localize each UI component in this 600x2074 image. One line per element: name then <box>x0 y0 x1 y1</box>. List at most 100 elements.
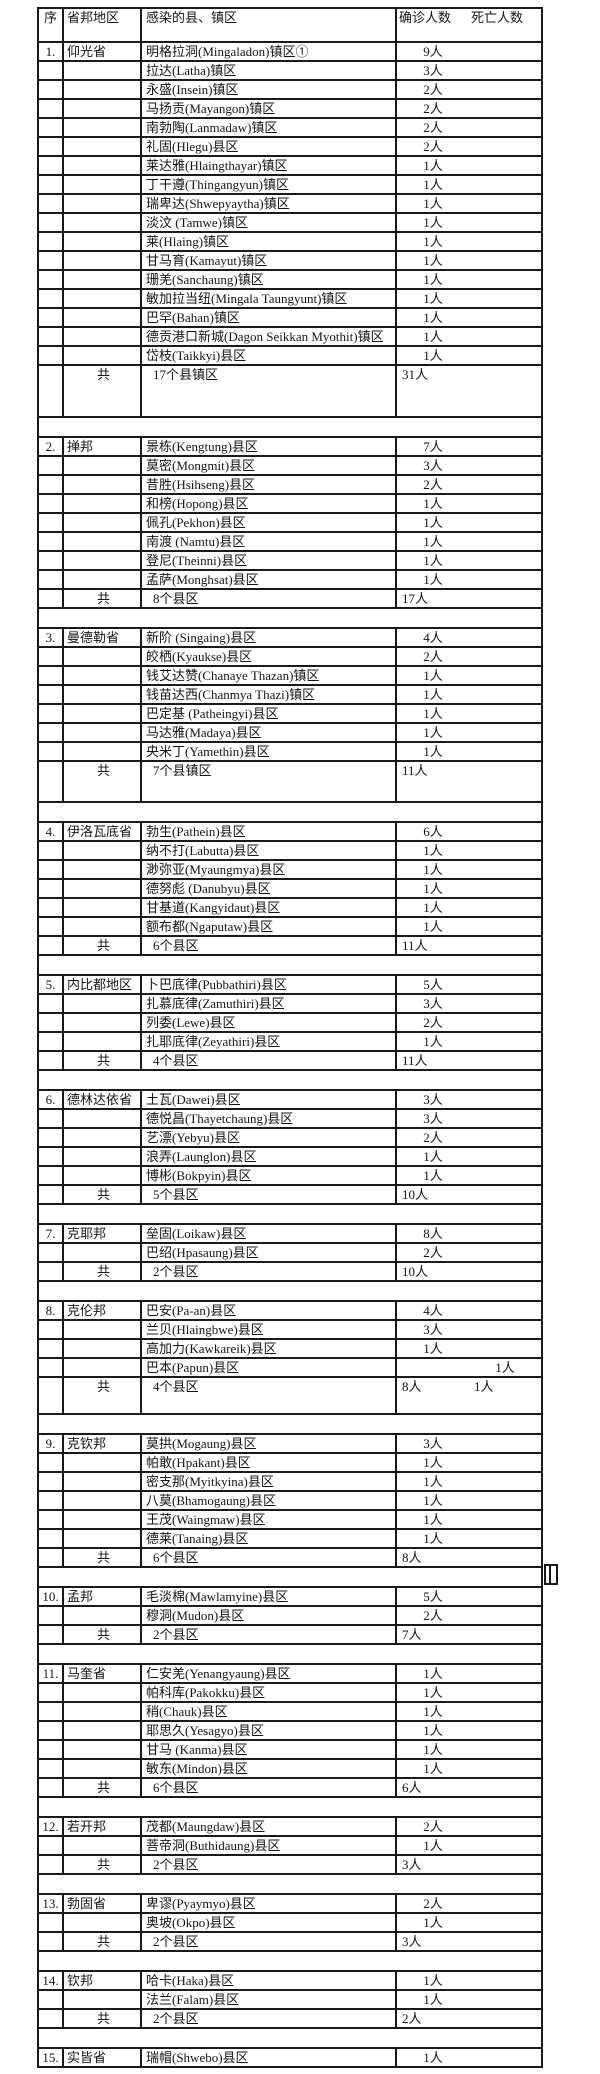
numbers-cell: 2人 <box>395 1127 543 1146</box>
confirmed-value: 1人 <box>423 725 443 740</box>
table-row: 渺弥亚(Myaungmya)县区 1人 <box>37 859 543 878</box>
confirmed-value: 2人 <box>423 1015 443 1030</box>
confirmed-value: 5人 <box>423 1589 443 1604</box>
township-cell: 卑谬(Pyaymyo)县区 <box>140 1893 395 1912</box>
region-cell: 克耶邦 <box>62 1223 140 1242</box>
total-row: 共 8个县区 17人 <box>37 588 543 607</box>
region-cell <box>62 550 140 569</box>
numbers-cell: 1人 <box>395 569 543 588</box>
confirmed-value: 1人 <box>423 881 443 896</box>
total-townships-cell: 5个县区 <box>140 1184 395 1203</box>
confirmed-value: 1人 <box>423 668 443 683</box>
table-row: 巴罕(Bahan)镇区 1人 <box>37 307 543 326</box>
total-row: 共 4个县区 8人 1人 <box>37 1376 543 1413</box>
confirmed-value: 1人 <box>423 1512 443 1527</box>
total-townships-cell: 4个县区 <box>140 1050 395 1069</box>
deaths-value: 1人 <box>474 1379 494 1394</box>
region-cell <box>62 646 140 665</box>
region-cell <box>62 665 140 684</box>
total-label-cell: 共 <box>62 364 140 416</box>
seq-cell <box>37 1912 62 1931</box>
seq-cell <box>37 1720 62 1739</box>
numbers-cell: 3人 <box>395 993 543 1012</box>
confirmed-value: 1人 <box>423 1838 443 1853</box>
seq-cell: 8. <box>37 1300 62 1319</box>
township-cell: 淡汶 (Tamwe)镇区 <box>140 212 395 231</box>
total-townships-cell: 6个县区 <box>140 935 395 954</box>
seq-cell: 12. <box>37 1816 62 1835</box>
region-cell <box>62 326 140 345</box>
numbers-cell: 1人 <box>395 1338 543 1357</box>
confirmed-value: 2人 <box>423 649 443 664</box>
region-cell <box>62 531 140 550</box>
seq-cell: 9. <box>37 1433 62 1452</box>
numbers-cell: 1人 <box>395 684 543 703</box>
spacer-row <box>37 1643 543 1663</box>
total-townships-cell: 2个县区 <box>140 1854 395 1873</box>
township-cell: 和榜(Hopong)县区 <box>140 493 395 512</box>
table-row: 巴绍(Hpasaung)县区 2人 <box>37 1242 543 1261</box>
spacer-row <box>37 416 543 436</box>
region-cell: 克钦邦 <box>62 1433 140 1452</box>
table-row: 拉达(Latha)镇区 3人 <box>37 60 543 79</box>
numbers-cell: 2人 <box>395 117 543 136</box>
total-townships-cell: 2个县区 <box>140 2008 395 2027</box>
township-cell: 哈卡(Haka)县区 <box>140 1970 395 1989</box>
seq-cell <box>37 1108 62 1127</box>
confirmed-value: 1人 <box>423 687 443 702</box>
table-row: 10. 孟邦 毛淡棉(Mawlamyine)县区 5人 <box>37 1586 543 1605</box>
seq-cell <box>37 307 62 326</box>
region-cell <box>62 878 140 897</box>
seq-cell <box>37 840 62 859</box>
region-cell <box>62 1989 140 2008</box>
confirmed-value: 6人 <box>402 1780 422 1795</box>
spacer-cell <box>37 416 543 436</box>
seq-cell <box>37 2008 62 2027</box>
table-row: 巴本(Papun)县区 1人 <box>37 1357 543 1376</box>
spacer-row <box>37 1069 543 1089</box>
confirmed-value: 11人 <box>402 938 428 953</box>
township-cell: 博彬(Bokpyin)县区 <box>140 1165 395 1184</box>
numbers-cell: 1人 <box>395 1989 543 2008</box>
confirmed-value: 4人 <box>423 1303 443 1318</box>
confirmed-value: 2人 <box>423 1245 443 1260</box>
table-row: 列委(Lewe)县区 2人 <box>37 1012 543 1031</box>
table-row: 马达雅(Madaya)县区 1人 <box>37 722 543 741</box>
seq-cell <box>37 1452 62 1471</box>
numbers-cell: 11人 <box>395 1050 543 1069</box>
numbers-cell: 10人 <box>395 1184 543 1203</box>
region-cell <box>62 512 140 531</box>
numbers-cell: 1人 <box>395 493 543 512</box>
total-row: 共 6个县区 8人 <box>37 1547 543 1566</box>
table-row: 菩帝洞(Buthidaung)县区 1人 <box>37 1835 543 1854</box>
confirmed-value: 3人 <box>423 1436 443 1451</box>
confirmed-value: 8人 <box>402 1379 422 1394</box>
region-cell <box>62 1739 140 1758</box>
region-cell: 实皆省 <box>62 2047 140 2068</box>
seq-cell <box>37 512 62 531</box>
numbers-cell: 2人 <box>395 79 543 98</box>
numbers-cell: 1人 <box>395 250 543 269</box>
seq-cell <box>37 155 62 174</box>
table-row: 南勃陶(Lanmadaw)镇区 2人 <box>37 117 543 136</box>
table-row: 纳不打(Labutta)县区 1人 <box>37 840 543 859</box>
table-row: 6. 德林达依省 土瓦(Dawei)县区 3人 <box>37 1089 543 1108</box>
total-label-cell: 共 <box>62 1376 140 1413</box>
region-cell <box>62 345 140 364</box>
seq-cell: 7. <box>37 1223 62 1242</box>
township-cell: 马达雅(Madaya)县区 <box>140 722 395 741</box>
numbers-cell: 17人 <box>395 588 543 607</box>
numbers-cell: 1人 <box>395 269 543 288</box>
region-cell: 马奎省 <box>62 1663 140 1682</box>
region-cell <box>62 1682 140 1701</box>
township-cell: 巴罕(Bahan)镇区 <box>140 307 395 326</box>
table-row: 莱(Hlaing)镇区 1人 <box>37 231 543 250</box>
confirmed-value: 1人 <box>423 253 443 268</box>
region-cell: 内比都地区 <box>62 974 140 993</box>
township-cell: 王茂(Waingmaw)县区 <box>140 1509 395 1528</box>
numbers-cell: 2人 <box>395 136 543 155</box>
township-cell: 央米丁(Yamethin)县区 <box>140 741 395 760</box>
confirmed-value: 6人 <box>423 824 443 839</box>
seq-cell <box>37 455 62 474</box>
township-cell: 浪弄(Launglon)县区 <box>140 1146 395 1165</box>
